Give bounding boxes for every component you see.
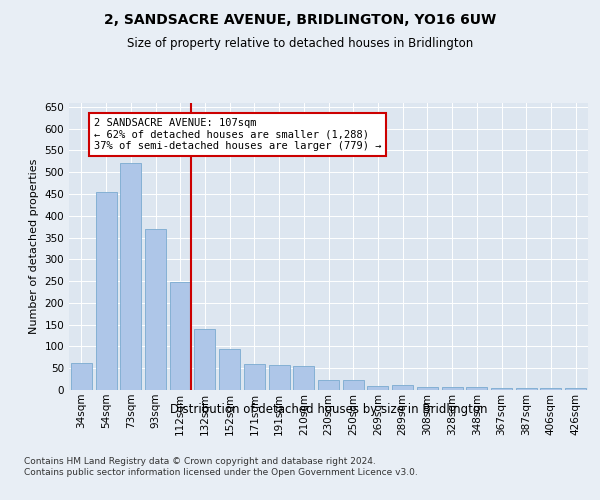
Bar — [516, 388, 537, 390]
Text: Distribution of detached houses by size in Bridlington: Distribution of detached houses by size … — [170, 402, 488, 415]
Bar — [367, 386, 388, 390]
Bar — [244, 364, 265, 390]
Text: 2, SANDSACRE AVENUE, BRIDLINGTON, YO16 6UW: 2, SANDSACRE AVENUE, BRIDLINGTON, YO16 6… — [104, 12, 496, 26]
Bar — [466, 388, 487, 390]
Bar — [417, 387, 438, 390]
Bar — [120, 162, 141, 390]
Bar — [442, 388, 463, 390]
Text: Contains HM Land Registry data © Crown copyright and database right 2024.
Contai: Contains HM Land Registry data © Crown c… — [24, 458, 418, 477]
Bar — [541, 388, 562, 390]
Bar — [392, 385, 413, 390]
Bar — [491, 388, 512, 390]
Bar — [170, 282, 191, 390]
Text: 2 SANDSACRE AVENUE: 107sqm
← 62% of detached houses are smaller (1,288)
37% of s: 2 SANDSACRE AVENUE: 107sqm ← 62% of deta… — [94, 118, 381, 151]
Bar — [145, 229, 166, 390]
Bar — [565, 388, 586, 390]
Bar — [95, 192, 116, 390]
Text: Size of property relative to detached houses in Bridlington: Size of property relative to detached ho… — [127, 38, 473, 51]
Bar — [219, 349, 240, 390]
Bar — [343, 380, 364, 390]
Bar — [293, 366, 314, 390]
Bar — [71, 363, 92, 390]
Bar — [194, 329, 215, 390]
Y-axis label: Number of detached properties: Number of detached properties — [29, 158, 39, 334]
Bar — [269, 365, 290, 390]
Bar — [318, 380, 339, 390]
